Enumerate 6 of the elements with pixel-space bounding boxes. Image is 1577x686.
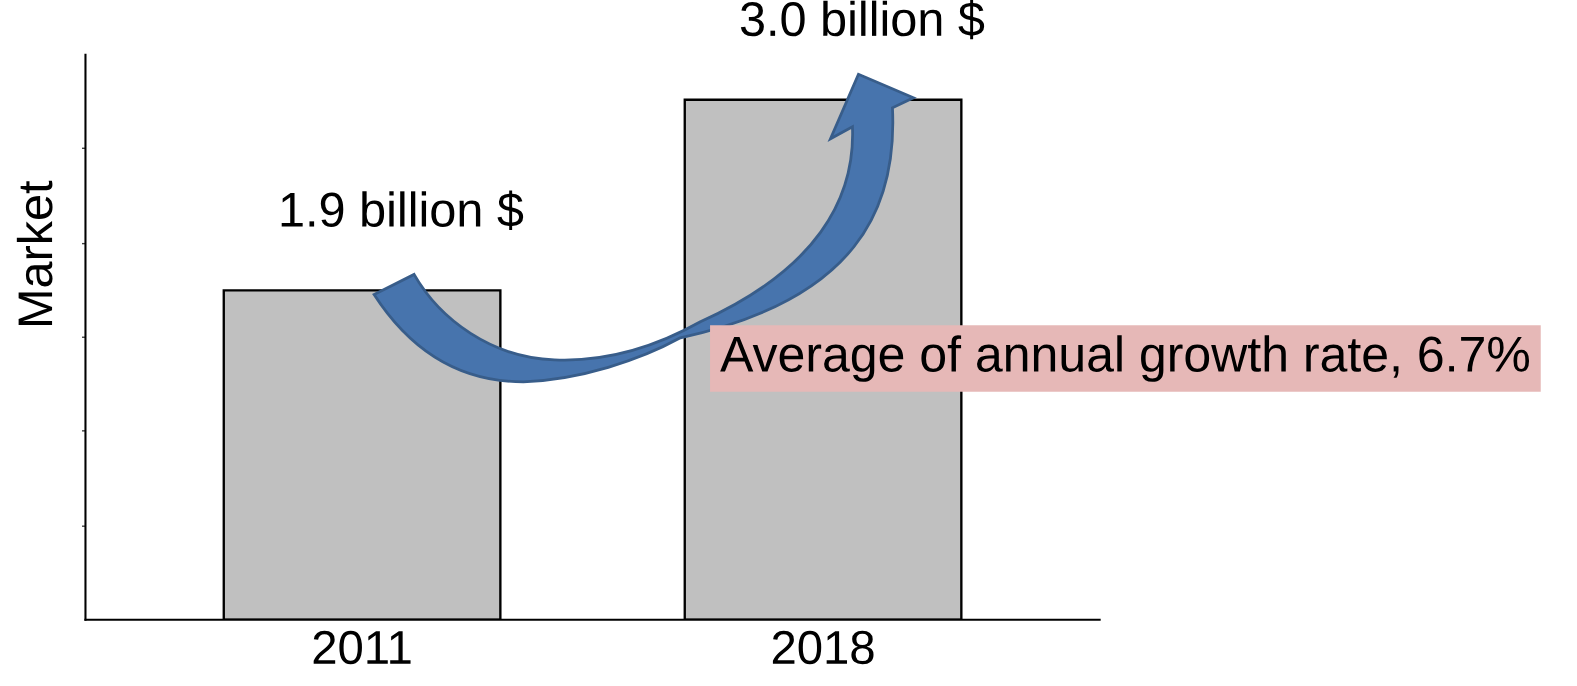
data-label: 3.0 billion $	[740, 0, 985, 40]
x-tick-label: 2011	[313, 630, 411, 665]
annotation: Average of annual growth rate, 6.7%	[720, 335, 1530, 382]
y-axis-title: Market	[16, 180, 53, 326]
data-label: 1.9 billion $	[281, 190, 524, 230]
x-tick-label: 2018	[772, 630, 874, 665]
